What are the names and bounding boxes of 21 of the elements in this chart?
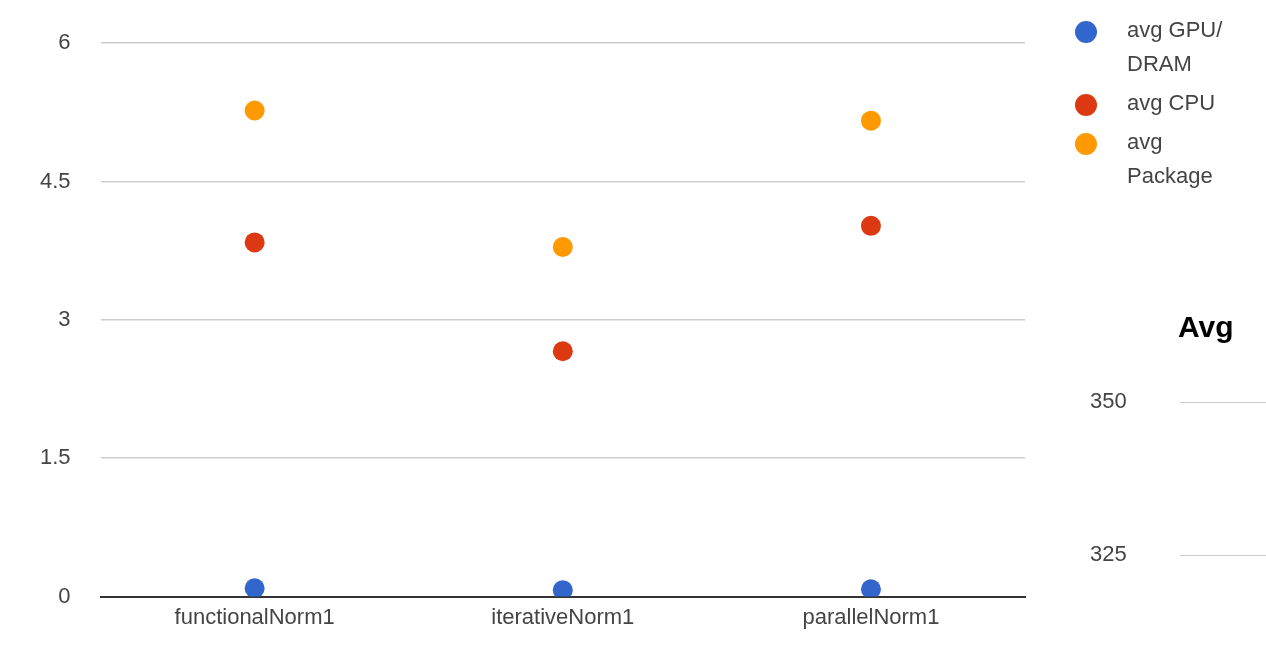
x-tick-label: parallelNorm1 [802, 603, 940, 629]
x-tick-label: iterativeNorm1 [491, 603, 635, 629]
point [860, 215, 881, 236]
x-tick-label: functionalNorm1 [174, 603, 335, 629]
text: 325 [1090, 541, 1127, 567]
point [860, 579, 881, 597]
point [244, 100, 265, 121]
y-tick-label: 4.5 [39, 167, 71, 193]
y-tick-label: 1.5 [39, 444, 71, 470]
point [244, 578, 265, 597]
point [860, 110, 881, 131]
y-tick-label: 6 [58, 29, 71, 55]
text: Avg [1178, 310, 1234, 344]
legend-label: avg Package [1127, 128, 1214, 190]
point [552, 341, 573, 362]
y-tick-label: 3 [58, 305, 71, 331]
y-tick-label: 0 [58, 582, 71, 608]
legend-label: avg CPU [1127, 89, 1217, 117]
point [552, 237, 573, 258]
point [244, 232, 265, 253]
text: 350 [1090, 388, 1127, 414]
